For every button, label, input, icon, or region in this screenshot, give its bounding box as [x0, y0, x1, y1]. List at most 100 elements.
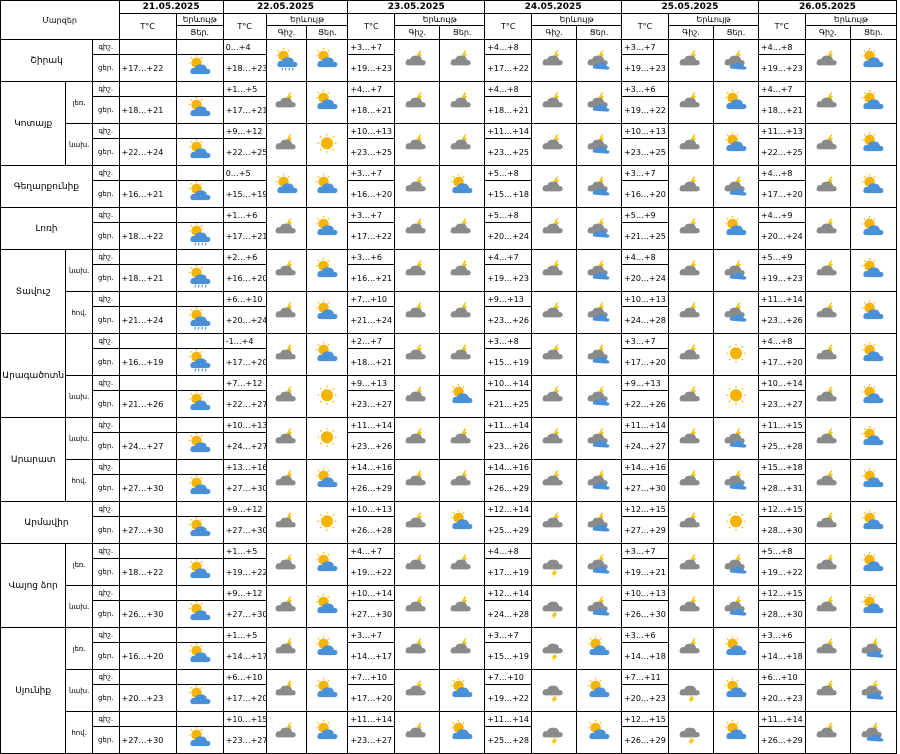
temp-range: +22…+25 [222, 138, 267, 166]
weather-night-icon [668, 375, 714, 418]
weather-night-icon [668, 333, 714, 376]
period-label: ցեր. [91, 684, 120, 712]
temp-range: +4…+7 [484, 249, 533, 265]
temp-range: +17…+20 [222, 684, 267, 712]
temp-range: +11…+13 [757, 123, 806, 139]
temp-range: +9…+12 [222, 501, 267, 517]
temp-range: +17…+20 [621, 348, 670, 376]
temp-range: +23…+27 [347, 726, 396, 754]
weather-day-icon [712, 81, 759, 124]
temp-range [118, 291, 177, 307]
temp-range: +1…+5 [222, 543, 267, 559]
temp-range: +17…+20 [757, 180, 806, 208]
temp-range: +4…+8 [484, 39, 533, 55]
region-name: Տավուշ [0, 249, 67, 334]
temp-range: +17…+22 [484, 54, 533, 82]
temp-header: T°C [347, 13, 396, 40]
weather-day-icon [175, 711, 224, 727]
weather-night-icon [531, 459, 578, 502]
weather-night-icon [804, 585, 851, 628]
weather-night-icon [265, 39, 308, 82]
temp-range: +11…+15 [757, 417, 806, 433]
temp-range: +11…+14 [484, 123, 533, 139]
zone-label: նախ. [65, 417, 93, 460]
weather-night-icon [531, 711, 578, 754]
weather-day-icon [175, 54, 224, 82]
temp-range: +10…+14 [484, 375, 533, 391]
period-label: գիշ. [91, 81, 120, 97]
temp-range: +24…+27 [118, 432, 177, 460]
weather-day-icon [849, 501, 898, 544]
temp-range: +11…+14 [347, 711, 396, 727]
temp-range: +19…+23 [757, 264, 806, 292]
weather-night-icon [531, 81, 578, 124]
weather-day-icon [849, 417, 898, 460]
temp-range: +24…+28 [484, 600, 533, 628]
weather-night-icon [265, 81, 308, 124]
weather-day-icon [439, 417, 486, 460]
temp-range: +4…+7 [347, 81, 396, 97]
weather-night-icon [668, 39, 714, 82]
phenomenon-header: Երևույթ [175, 13, 224, 26]
weather-day-icon [306, 417, 349, 460]
weather-night-icon [531, 543, 578, 586]
temp-range: +17…+20 [757, 348, 806, 376]
temp-range: +22…+24 [118, 138, 177, 166]
temp-range: +11…+14 [757, 291, 806, 307]
date-header: 22.05.2025 [222, 0, 349, 14]
temp-header: T°C [118, 13, 177, 40]
night-subheader: Գիշ. [804, 25, 851, 40]
temp-range: +17…+22 [118, 54, 177, 82]
weather-day-icon [439, 165, 486, 208]
table-row: ցեր. +18…+21 +17…+21 +18…+21 +18…+21 +19…+22 +… [1, 96, 897, 124]
temp-range: +23…+27 [757, 390, 806, 418]
temp-range: +20…+23 [118, 684, 177, 712]
temp-range: +22…+26 [621, 390, 670, 418]
weather-day-icon [576, 165, 623, 208]
temp-range: +20…+24 [757, 222, 806, 250]
period-label: ցեր. [91, 390, 120, 418]
region-name: Արարատ [0, 417, 67, 502]
weather-day-icon [849, 333, 898, 376]
weather-day-icon [439, 711, 486, 754]
temp-range: +9…+12 [222, 585, 267, 601]
temp-range: +27…+30 [222, 516, 267, 544]
region-name: Գեղարքունիք [0, 165, 93, 208]
weather-night-icon [394, 417, 441, 460]
weather-day-icon [712, 249, 759, 292]
temp-range: +15…+19 [222, 180, 267, 208]
temp-range: +3…+6 [757, 627, 806, 643]
weather-night-icon [804, 669, 851, 712]
temp-range: +23…+26 [484, 306, 533, 334]
weather-night-icon [531, 249, 578, 292]
weather-day-icon [175, 585, 224, 601]
temp-range: +20…+24 [621, 264, 670, 292]
weather-night-icon [804, 207, 851, 250]
temp-range: +16…+20 [118, 642, 177, 670]
weather-day-icon [175, 207, 224, 223]
weather-night-icon [804, 375, 851, 418]
temp-range: +21…+25 [621, 222, 670, 250]
temp-range: +21…+24 [118, 306, 177, 334]
date-header: 21.05.2025 [118, 0, 224, 14]
zone-label: լեռ. [65, 627, 93, 670]
region-name: Լոռի [0, 207, 93, 250]
day-subheader: Ցեր. [712, 25, 759, 40]
temp-range: +16…+20 [621, 180, 670, 208]
weather-night-icon [394, 39, 441, 82]
weather-day-icon [439, 249, 486, 292]
temp-range: +3…+7 [621, 543, 670, 559]
zone-label: նախ. [65, 669, 93, 712]
temp-range: +7…+10 [347, 669, 396, 685]
temp-range: +27…+30 [621, 474, 670, 502]
weather-night-icon [265, 207, 308, 250]
temp-range: +4…+8 [757, 39, 806, 55]
weather-day-icon [712, 627, 759, 670]
temp-range: +10…+14 [347, 585, 396, 601]
temp-range: +19…+22 [222, 558, 267, 586]
weather-night-icon [265, 501, 308, 544]
weather-night-icon [394, 627, 441, 670]
temp-range: +6…+10 [222, 291, 267, 307]
weather-day-icon [306, 207, 349, 250]
weather-day-icon [175, 39, 224, 55]
